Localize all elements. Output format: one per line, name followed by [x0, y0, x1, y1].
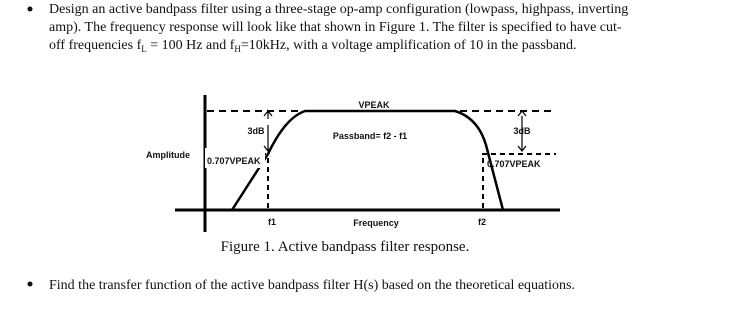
bullet	[27, 6, 33, 12]
label-box	[205, 148, 265, 168]
passband-label: Passband= f2 - f1	[333, 131, 407, 141]
text: off frequencies f	[49, 38, 142, 53]
db-label: 3dB	[247, 126, 265, 136]
level-label: 0.707VPEAK	[207, 156, 261, 166]
y-axis-label: Amplitude	[146, 150, 190, 160]
bullet	[27, 281, 33, 287]
text: =10kHz, with a voltage amplification of …	[241, 38, 577, 53]
subscript: H	[234, 44, 241, 54]
response-curve	[230, 109, 505, 211]
subscript: L	[141, 44, 147, 54]
f2-label: f2	[478, 217, 486, 227]
paragraph-line: off frequencies fL = 100 Hz and fH=10kHz…	[49, 38, 577, 54]
figure-caption: Figure 1. Active bandpass filter respons…	[221, 239, 470, 255]
f1-label: f1	[268, 217, 276, 227]
text: = 100 Hz and f	[147, 38, 235, 53]
arrow	[517, 110, 527, 152]
paragraph: Find the transfer function of the active…	[49, 278, 575, 293]
db-label: 3dB	[513, 126, 531, 136]
level-label: 0.707VPEAK	[487, 159, 541, 169]
paragraph-line: amp). The frequency response will look l…	[49, 20, 622, 35]
arrow	[263, 109, 273, 152]
paragraph-line: Design an active bandpass filter using a…	[49, 2, 628, 17]
x-axis-label: Frequency	[353, 218, 399, 228]
vpeak-label: VPEAK	[358, 100, 390, 110]
figure	[175, 95, 560, 232]
